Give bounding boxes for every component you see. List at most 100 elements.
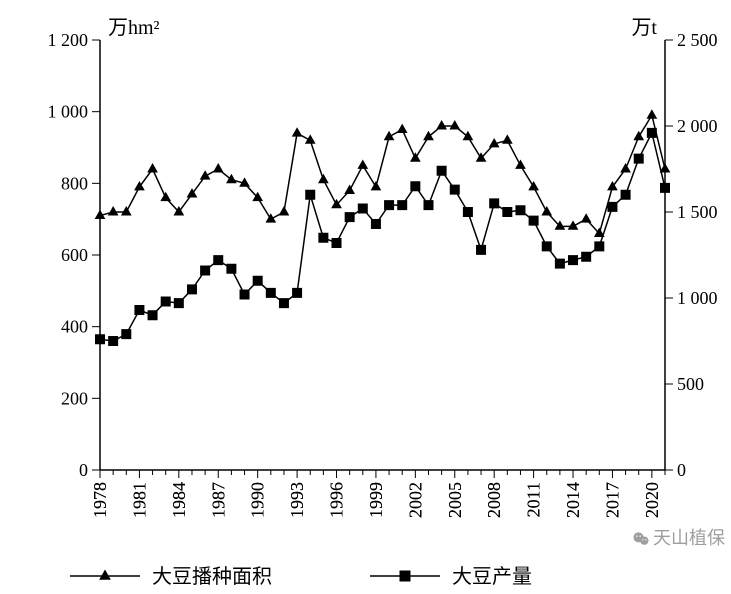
- series-marker: [398, 125, 407, 133]
- series-marker: [345, 213, 354, 222]
- legend-label: 大豆播种面积: [152, 565, 272, 588]
- series-marker: [174, 299, 183, 308]
- series-marker: [135, 306, 144, 315]
- y-right-tick-label: 1 000: [677, 288, 718, 308]
- y-left-tick-label: 0: [79, 460, 88, 480]
- series-marker: [424, 201, 433, 210]
- x-tick-label-group: 2005: [445, 482, 465, 518]
- series-marker: [503, 208, 512, 217]
- series-marker: [293, 288, 302, 297]
- series-marker: [319, 233, 328, 242]
- series-marker: [227, 264, 236, 273]
- y-right-tick-label: 1 500: [677, 202, 718, 222]
- series-marker: [634, 154, 643, 163]
- series-marker: [463, 208, 472, 217]
- x-tick-label: 1978: [90, 482, 110, 518]
- x-tick-label-group: 1981: [129, 482, 149, 518]
- x-tick-label: 1984: [169, 482, 189, 518]
- series-marker: [306, 190, 315, 199]
- x-tick-label: 1981: [129, 482, 149, 518]
- series-marker: [122, 207, 131, 215]
- series-marker: [187, 285, 196, 294]
- x-tick-label-group: 1999: [366, 482, 386, 518]
- series-marker: [161, 193, 170, 201]
- series-marker: [437, 121, 446, 129]
- y-right-tick-label: 0: [677, 460, 686, 480]
- series-marker: [661, 183, 670, 192]
- y-left-tick-label: 600: [61, 245, 88, 265]
- series-marker: [647, 128, 656, 137]
- series-marker: [345, 186, 354, 194]
- legend: 大豆播种面积 大豆产量: [70, 565, 532, 588]
- x-tick-label-group: 2020: [642, 482, 662, 518]
- x-tick-label-group: 2017: [602, 482, 622, 518]
- y-left-tick-label: 400: [61, 317, 88, 337]
- series-marker: [161, 297, 170, 306]
- series-marker: [569, 256, 578, 265]
- series-marker: [266, 288, 275, 297]
- series-marker: [595, 242, 604, 251]
- series-marker: [463, 132, 472, 140]
- x-tick-label-group: 2002: [405, 482, 425, 518]
- x-tick-label: 2020: [642, 482, 662, 518]
- x-tick-label: 1987: [208, 482, 228, 518]
- legend-label: 大豆产量: [452, 565, 532, 588]
- series-marker: [279, 299, 288, 308]
- y-left-tick-label: 1 200: [48, 30, 89, 50]
- series-marker: [529, 216, 538, 225]
- x-tick-label: 2017: [602, 482, 622, 518]
- x-tick-label: 2014: [563, 482, 583, 518]
- x-tick-label: 1999: [366, 482, 386, 518]
- series-marker: [319, 175, 328, 183]
- series-marker: [516, 206, 525, 215]
- series-marker: [227, 175, 236, 183]
- series-marker: [555, 259, 564, 268]
- series-marker: [358, 204, 367, 213]
- series-marker: [490, 199, 499, 208]
- series-marker: [582, 214, 591, 222]
- series-marker: [424, 132, 433, 140]
- x-tick-label-group: 1984: [169, 482, 189, 518]
- series-marker: [122, 330, 131, 339]
- series-marker: [96, 335, 105, 344]
- y-left-tick-label: 1 000: [48, 102, 89, 122]
- series-marker: [214, 164, 223, 172]
- series-marker: [148, 164, 157, 172]
- series-marker: [437, 166, 446, 175]
- series-marker: [450, 121, 459, 129]
- series-marker: [621, 190, 630, 199]
- legend-marker: [100, 571, 110, 580]
- series-marker: [398, 201, 407, 210]
- series-marker: [148, 311, 157, 320]
- x-tick-label-group: 1993: [287, 482, 307, 518]
- y-left-label: 万hm²: [108, 17, 160, 39]
- x-tick-label-group: 1990: [248, 482, 268, 518]
- series-marker: [411, 182, 420, 191]
- y-right-tick-label: 500: [677, 374, 704, 394]
- x-tick-label: 2008: [484, 482, 504, 518]
- y-right-tick-label: 2 000: [677, 116, 718, 136]
- series-marker: [582, 252, 591, 261]
- series-marker: [279, 207, 288, 215]
- chart-container: 0 200 400 600 800 1 000 1 200 0 500 1 000 1 500 2 0…: [0, 0, 731, 594]
- chart-svg: 0 200 400 600 800 1 000 1 200 0 500 1 000 1 500 2 0…: [0, 0, 731, 594]
- series-marker: [358, 160, 367, 168]
- series-marker: [109, 337, 118, 346]
- legend-marker: [400, 571, 410, 581]
- series-marker: [621, 164, 630, 172]
- x-tick-label: 1993: [287, 482, 307, 518]
- series-marker: [332, 238, 341, 247]
- y-left-tick-label: 200: [61, 388, 88, 408]
- x-tick-label-group: 1978: [90, 482, 110, 518]
- y-left-tick-label: 800: [61, 173, 88, 193]
- x-tick-label-group: 2011: [524, 482, 544, 517]
- x-tick-label-group: 1996: [327, 482, 347, 518]
- x-tick-label: 2011: [524, 482, 544, 517]
- series-marker: [516, 160, 525, 168]
- series-marker: [240, 290, 249, 299]
- series-marker: [385, 201, 394, 210]
- series-marker: [450, 185, 459, 194]
- x-tick-label-group: 1987: [208, 482, 228, 518]
- series-marker: [253, 276, 262, 285]
- series-marker: [109, 207, 118, 215]
